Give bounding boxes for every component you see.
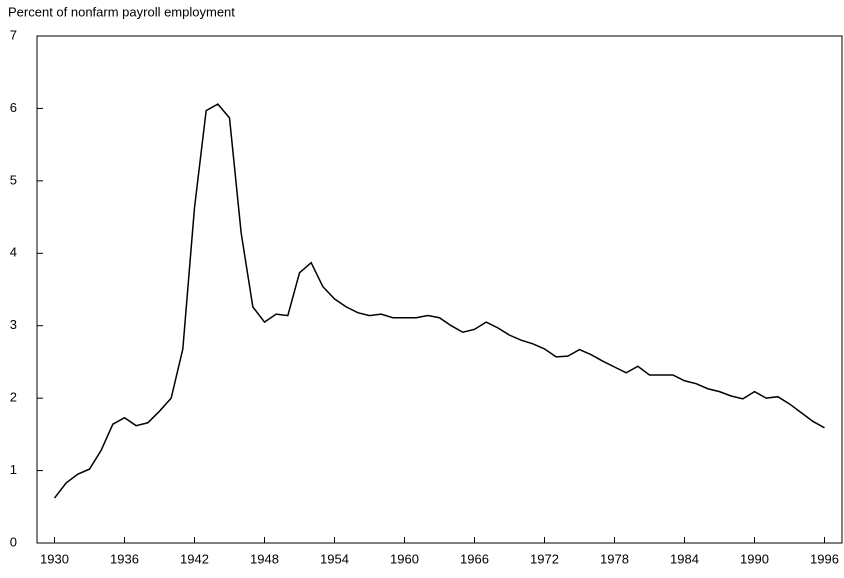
y-tick-label: 6	[10, 100, 17, 115]
y-tick-label: 7	[10, 27, 17, 42]
x-tick-label: 1948	[250, 551, 279, 566]
x-tick-label: 1996	[810, 551, 839, 566]
x-tick-label: 1930	[40, 551, 69, 566]
x-tick-label: 1966	[460, 551, 489, 566]
x-tick-label: 1936	[110, 551, 139, 566]
y-tick-label: 0	[10, 534, 17, 549]
line	[53, 103, 825, 499]
plot-frame	[36, 35, 843, 544]
x-tick-label: 1990	[740, 551, 769, 566]
x-tick-label: 1942	[180, 551, 209, 566]
y-tick-label: 4	[10, 245, 17, 260]
y-tick-label: 1	[10, 462, 17, 477]
x-tick-label: 1960	[390, 551, 419, 566]
x-tick-label: 1954	[320, 551, 349, 566]
y-tick-label: 3	[10, 317, 17, 332]
x-tick-label: 1978	[600, 551, 629, 566]
y-tick-label: 2	[10, 390, 17, 405]
x-tick-label: 1984	[670, 551, 699, 566]
y-tick-label: 5	[10, 172, 17, 187]
chart-title: Percent of nonfarm payroll employment	[8, 4, 235, 19]
x-tick-label: 1972	[530, 551, 559, 566]
